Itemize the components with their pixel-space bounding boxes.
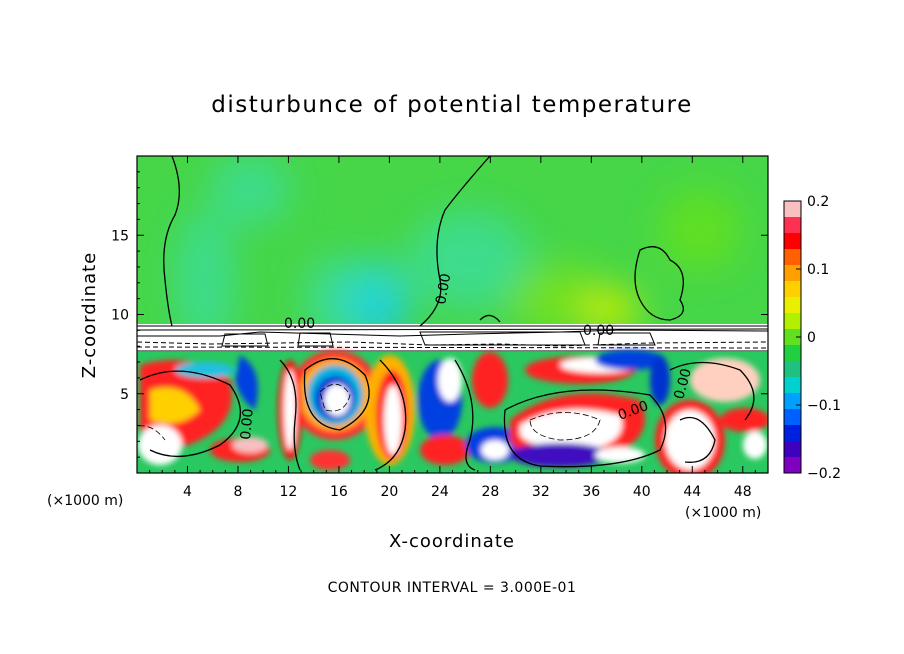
colorbar: 0.2 0.1 0 −0.1 −0.2 xyxy=(783,194,841,482)
x-tick-label: 36 xyxy=(582,484,600,500)
colorbar-swatch xyxy=(784,425,801,442)
x-unit-label-left: (×1000 m) xyxy=(47,493,123,509)
x-tick-label: 12 xyxy=(280,484,298,500)
colorbar-tick-label: −0.1 xyxy=(807,398,841,414)
colorbar-swatch xyxy=(784,457,801,474)
colorbar-tick-label: 0 xyxy=(807,330,816,346)
colorbar-swatch xyxy=(784,377,801,394)
x-axis: 4 8 12 16 20 24 28 32 36 40 44 48 xyxy=(149,156,756,500)
colorbar-tick-label: 0.2 xyxy=(807,194,829,210)
x-tick-label: 40 xyxy=(633,484,651,500)
y-tick-label: 5 xyxy=(120,387,129,403)
colorbar-swatch xyxy=(784,265,801,282)
colorbar-swatch xyxy=(784,217,801,234)
colorbar-swatch xyxy=(784,233,801,250)
colorbar-tick-label: 0.1 xyxy=(807,262,829,278)
x-axis-label: X-coordinate xyxy=(389,531,515,552)
contour-label: 0.00 xyxy=(583,323,614,339)
y-axis: 5 10 15 xyxy=(111,171,768,458)
colorbar-swatch xyxy=(784,393,801,410)
y-tick-label: 15 xyxy=(111,228,129,244)
colorbar-swatch xyxy=(784,409,801,426)
colorbar-swatch xyxy=(784,201,801,218)
x-tick-label: 32 xyxy=(532,484,550,500)
x-tick-label: 28 xyxy=(481,484,499,500)
contour-label: 0.00 xyxy=(671,367,695,401)
contour-lines xyxy=(139,156,755,471)
colorbar-swatch xyxy=(784,281,801,298)
x-unit-label-right: (×1000 m) xyxy=(685,505,761,521)
x-tick-label: 16 xyxy=(330,484,348,500)
x-tick-label: 48 xyxy=(734,484,752,500)
colorbar-swatch xyxy=(784,313,801,330)
x-tick-label: 4 xyxy=(183,484,192,500)
x-tick-label: 20 xyxy=(380,484,398,500)
contour-label: 0.00 xyxy=(238,408,257,440)
contour-interval-note: CONTOUR INTERVAL = 3.000E-01 xyxy=(328,580,577,596)
colorbar-swatch xyxy=(784,249,801,266)
colorbar-swatch xyxy=(784,361,801,378)
x-tick-label: 24 xyxy=(431,484,449,500)
y-axis-label: Z-coordinate xyxy=(79,252,100,379)
x-tick-label: 44 xyxy=(683,484,701,500)
colorbar-tick-label: −0.2 xyxy=(807,466,841,482)
y-tick-label: 10 xyxy=(111,308,129,324)
chart-title: disturbunce of potential temperature xyxy=(211,92,693,118)
contour-label: 0.00 xyxy=(433,272,454,305)
heatmap-field: 0.00 0.00 0.00 0.00 0.00 0.00 xyxy=(137,156,768,473)
colorbar-swatch xyxy=(784,345,801,362)
contour-label: 0.00 xyxy=(284,316,315,332)
x-tick-label: 8 xyxy=(233,484,242,500)
colorbar-swatch xyxy=(784,329,801,346)
colorbar-swatch xyxy=(784,441,801,458)
colorbar-swatch xyxy=(784,297,801,314)
